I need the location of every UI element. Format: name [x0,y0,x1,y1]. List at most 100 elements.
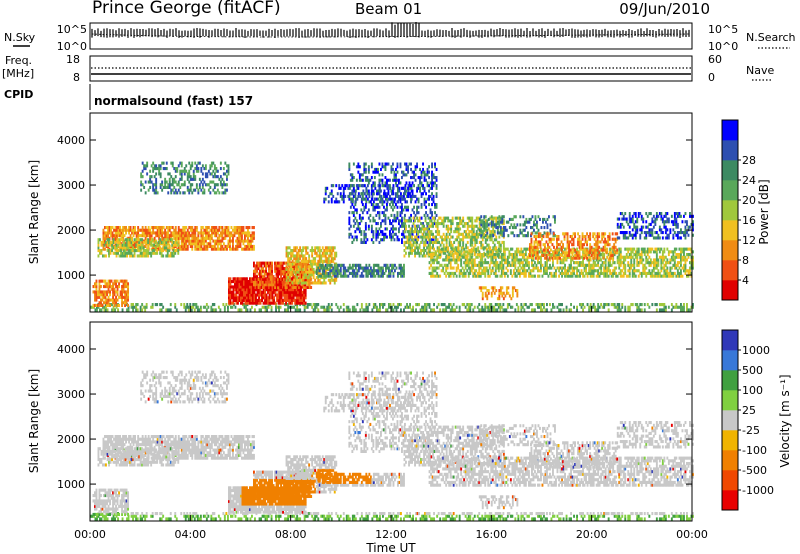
power-cell [235,288,238,292]
power-cell [105,308,107,312]
power-cell [275,277,278,281]
power-cell [195,239,198,243]
power-cell [314,249,317,253]
power-cell [383,189,386,193]
power-cell [98,295,101,299]
power-cell [323,249,326,253]
nave-tick-bottom: 0 [708,71,715,84]
power-cell [165,185,168,189]
power-cell [658,308,661,312]
power-cell [342,200,345,204]
power-cell [308,276,311,280]
power-cell [541,308,544,312]
power-cell [472,224,475,228]
power-cell [152,228,155,232]
power-cell [287,281,290,285]
power-cell [247,236,249,240]
power-cell [298,288,301,292]
power-cell [221,247,224,251]
power-cell [246,277,248,281]
power-cell [435,230,437,234]
power-cell [113,290,116,294]
power-cell [407,186,409,190]
power-cell [189,188,192,192]
power-cell [271,275,273,279]
power-cell [317,281,320,285]
power-cell [394,263,396,267]
power-cell [364,235,367,239]
power-cell [246,298,248,302]
power-cell [213,247,216,251]
power-cell [352,186,355,190]
power-cell [488,266,491,270]
power-cell [121,293,123,297]
power-cell [367,165,370,169]
power-cell [102,234,105,238]
power-cell [332,269,335,273]
power-cell [120,234,123,238]
power-cell [276,285,278,289]
power-cell [265,277,267,281]
power-cell [243,298,245,302]
power-cell [493,263,496,267]
power-cell [246,293,248,297]
power-cell [109,285,111,289]
power-cell [139,249,142,253]
power-cell [456,230,459,234]
power-cell [433,216,436,220]
power-cell [175,249,178,253]
power-cell [259,269,261,273]
power-cell [194,242,197,246]
power-cell [360,192,363,196]
power-cell [292,264,295,268]
power-cell [228,288,230,292]
power-cell [402,197,405,201]
power-cell [425,173,427,177]
power-cell [283,261,285,265]
power-cell [106,240,109,244]
power-cell [371,308,374,312]
power-cell [463,255,466,259]
power-cell [385,269,387,273]
power-cell [440,263,443,267]
power-cell [423,170,426,174]
power-cell [278,261,281,265]
power-cell [229,290,232,294]
power-cell [306,281,309,285]
power-cell [258,290,260,294]
power-cell [411,170,414,174]
power-cell [154,240,157,244]
power-cell [354,200,357,204]
power-cell [212,244,215,248]
power-cell [394,269,396,273]
power-cell [247,298,250,302]
power-cell [215,228,218,232]
power-cell [474,240,477,244]
power-cell [224,191,227,195]
power-cell [496,303,499,307]
power-cell [241,277,244,281]
power-cell [286,296,289,300]
power-cell [237,308,240,312]
power-cell [227,167,230,171]
power-cell [304,296,307,300]
power-cell [292,298,295,302]
power-cell [146,228,149,232]
power-cell [355,235,358,239]
power-cell [182,244,185,248]
power-cell [667,305,670,309]
power-cell [392,189,394,193]
power-cell [197,244,200,248]
power-cell [240,282,242,286]
power-cell [122,295,125,299]
power-cell [127,303,129,307]
power-cell [156,249,159,253]
power-cell [351,192,354,196]
power-cell [224,231,227,235]
power-cell [285,298,287,302]
power-cell [144,242,147,246]
power-cell [219,161,222,165]
station-title: Prince George (fitACF) [92,0,281,18]
power-cell [403,263,405,267]
power-cell [494,271,497,275]
